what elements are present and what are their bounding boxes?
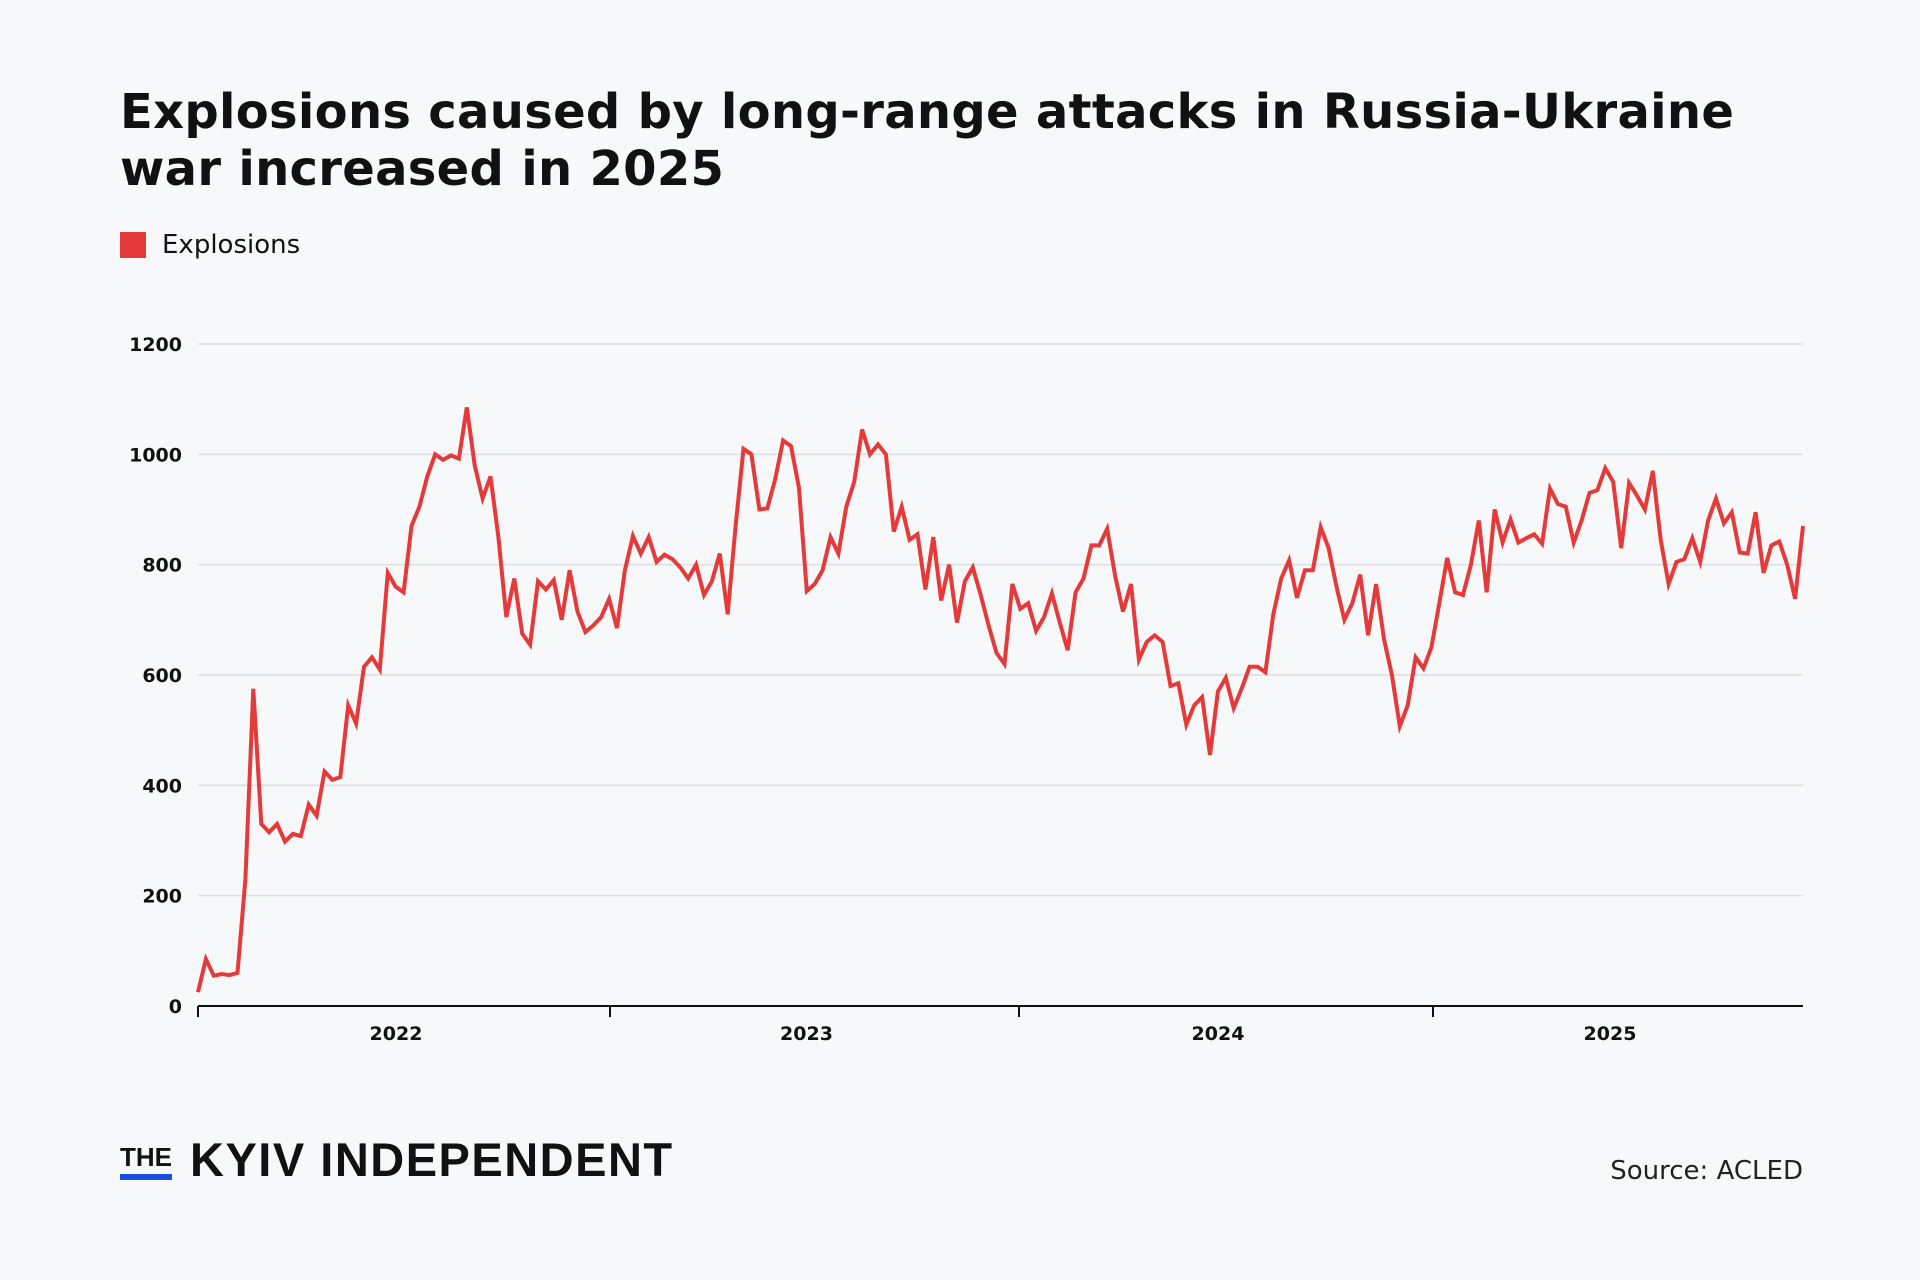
y-tick-label: 400: [142, 775, 182, 797]
y-tick-label: 800: [142, 555, 182, 577]
x-tick-label: 2023: [780, 1023, 833, 1045]
source-note: Source: ACLED: [1610, 1156, 1803, 1186]
gridlines: [198, 343, 1803, 897]
logo-name: KYIV INDEPENDENT: [190, 1133, 674, 1186]
x-tick-label: 2022: [370, 1023, 423, 1045]
y-tick-label: 1000: [129, 444, 182, 466]
y-axis: 0 200 400 600 800 1000 1200: [129, 334, 182, 1018]
x-tick-label: 2024: [1192, 1023, 1245, 1045]
x-tick-label: 2025: [1584, 1023, 1637, 1045]
legend-swatch: [120, 232, 146, 258]
x-axis: 2022 2023 2024 2025: [197, 1005, 1803, 1045]
logo-the: THE: [120, 1144, 172, 1180]
series-explosions: [196, 407, 1805, 993]
chart-title: Explosions caused by long-range attacks …: [120, 84, 1735, 197]
y-tick-label: 600: [142, 665, 182, 687]
kyiv-independent-logo: THE KYIV INDEPENDENT: [120, 1133, 674, 1186]
y-tick-label: 0: [169, 996, 182, 1018]
legend: Explosions: [120, 230, 300, 260]
y-tick-label: 1200: [129, 334, 182, 356]
series-line: [196, 407, 1805, 993]
legend-label: Explosions: [162, 230, 301, 260]
y-tick-label: 200: [142, 886, 182, 908]
